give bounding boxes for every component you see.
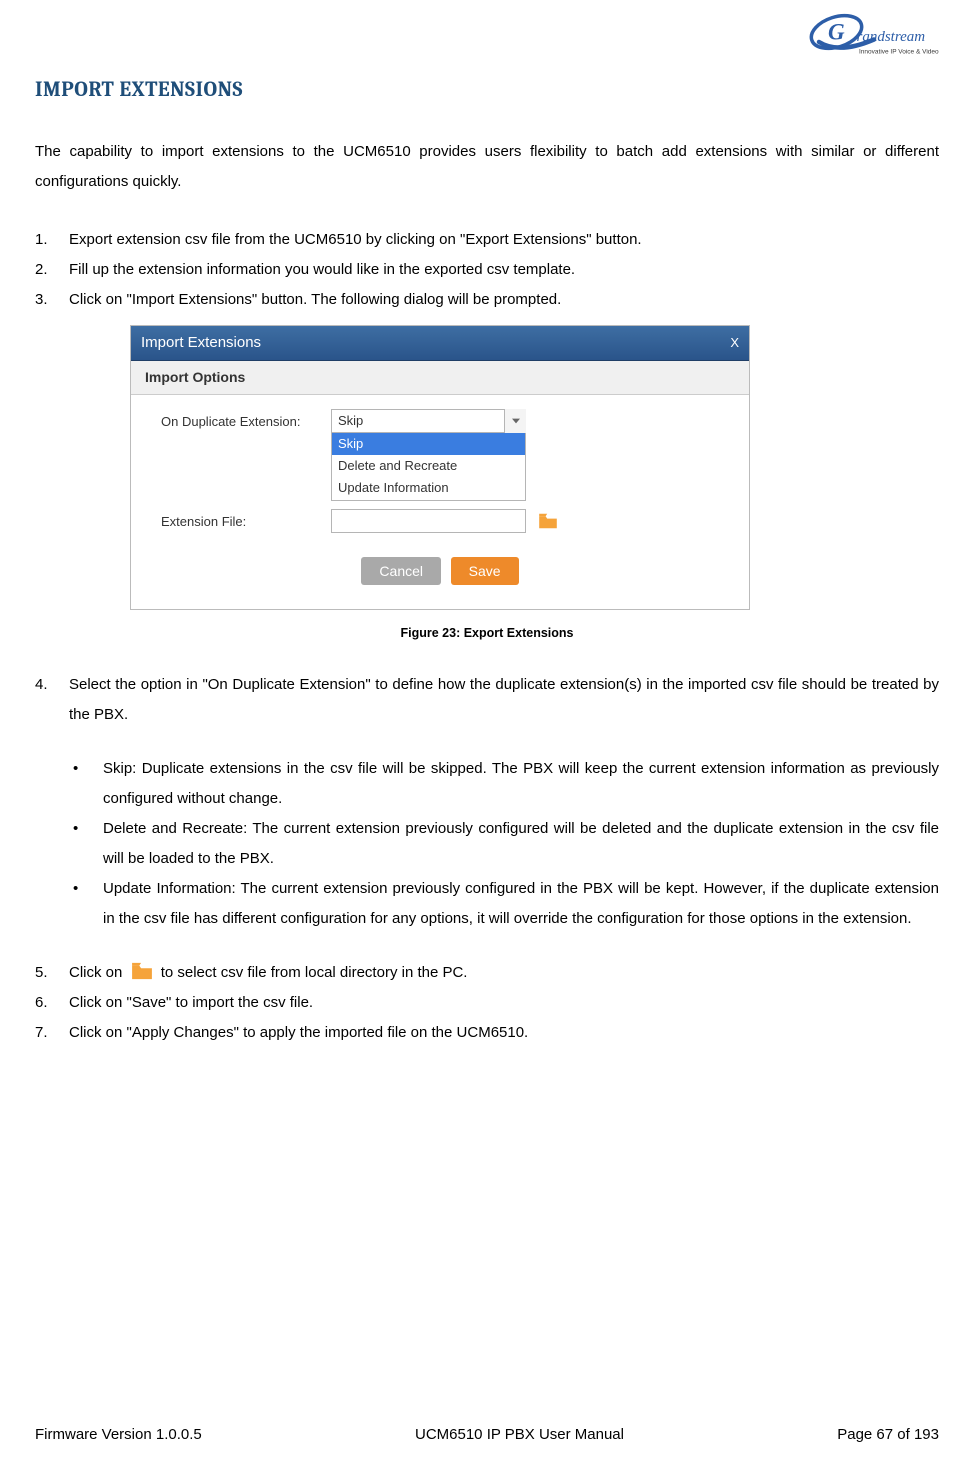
step-5-post: to select csv file from local directory … (157, 964, 468, 981)
extension-file-label: Extension File: (161, 509, 331, 531)
dropdown-selected: Skip (338, 412, 363, 430)
dropdown-option-delete-recreate[interactable]: Delete and Recreate (332, 455, 525, 477)
section-heading: IMPORT EXTENSIONS (35, 75, 939, 107)
import-options-header: Import Options (131, 361, 749, 395)
footer-firmware: Firmware Version 1.0.0.5 (35, 1424, 202, 1447)
bullet-update-info: Update Information: The current extensio… (69, 874, 939, 934)
chevron-down-icon[interactable] (504, 409, 526, 433)
dropdown-list: Skip Delete and Recreate Update Informat… (331, 433, 526, 501)
step-7: Click on "Apply Changes" to apply the im… (35, 1018, 939, 1048)
dialog-title: Import Extensions (141, 332, 261, 355)
save-button[interactable]: Save (451, 557, 519, 585)
step-6: Click on "Save" to import the csv file. (35, 988, 939, 1018)
svg-text:G: G (828, 20, 845, 45)
step-4: Select the option in "On Duplicate Exten… (35, 670, 939, 934)
dialog-titlebar: Import Extensions X (131, 326, 749, 362)
intro-paragraph: The capability to import extensions to t… (35, 137, 939, 197)
folder-icon[interactable] (538, 513, 558, 529)
step-1: Export extension csv file from the UCM65… (35, 225, 939, 255)
import-extensions-dialog: Import Extensions X Import Options On Du… (130, 325, 750, 610)
footer-page: Page 67 of 193 (837, 1424, 939, 1447)
folder-icon[interactable] (131, 962, 153, 980)
step-2: Fill up the extension information you wo… (35, 255, 939, 285)
import-extensions-dialog-figure: Import Extensions X Import Options On Du… (130, 325, 750, 610)
close-icon[interactable]: X (730, 333, 739, 353)
extension-file-input[interactable] (331, 509, 526, 533)
figure-caption: Figure 23: Export Extensions (35, 624, 939, 643)
step-5: Click on to select csv file from local d… (35, 958, 939, 988)
dropdown-option-skip[interactable]: Skip (332, 433, 525, 455)
step-4-text: Select the option in "On Duplicate Exten… (69, 676, 939, 723)
on-duplicate-label: On Duplicate Extension: (161, 409, 331, 431)
brand-logo: G randstream Innovative IP Voice & Video (809, 12, 949, 62)
on-duplicate-dropdown[interactable]: Skip Skip Delete and Recreate Update Inf… (331, 409, 526, 501)
svg-text:randstream: randstream (857, 29, 926, 45)
page-footer: Firmware Version 1.0.0.5 UCM6510 IP PBX … (35, 1424, 939, 1447)
step-3: Click on "Import Extensions" button. The… (35, 285, 939, 315)
dropdown-option-update-info[interactable]: Update Information (332, 477, 525, 499)
cancel-button[interactable]: Cancel (361, 557, 441, 585)
footer-title: UCM6510 IP PBX User Manual (415, 1424, 624, 1447)
bullet-skip: Skip: Duplicate extensions in the csv fi… (69, 754, 939, 814)
step-5-pre: Click on (69, 964, 127, 981)
svg-text:Innovative IP Voice & Video: Innovative IP Voice & Video (859, 49, 939, 56)
bullet-delete-recreate: Delete and Recreate: The current extensi… (69, 814, 939, 874)
